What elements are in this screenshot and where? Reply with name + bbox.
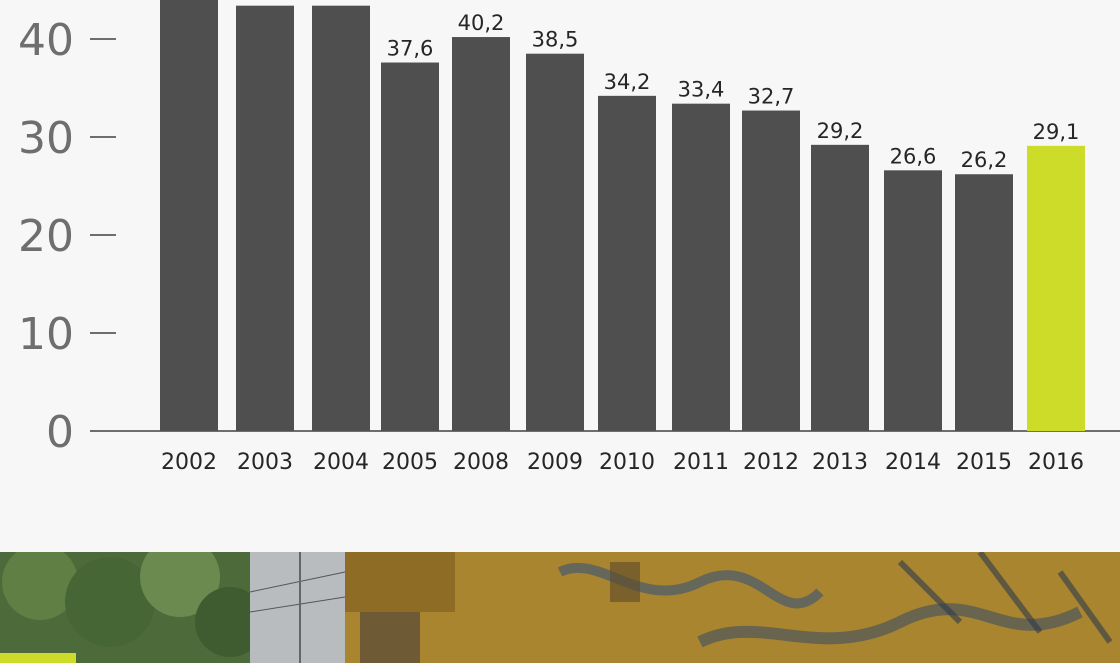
- value-label-2010: 34,2: [604, 70, 651, 94]
- bar-2015: [955, 174, 1013, 432]
- chart-panel: 0 10 20 30 40 37,6 40,2 38,5 34,2 33,4 32,7 29,2 26…: [18, 0, 1120, 475]
- value-label-2016: 29,1: [1033, 120, 1080, 144]
- category-label-2002: 2002: [161, 450, 217, 475]
- category-label-2003: 2003: [237, 450, 293, 475]
- bar-2004: [312, 5, 370, 432]
- bar-2009: [526, 53, 584, 431]
- category-label-2013: 2013: [812, 450, 868, 475]
- value-labels: 37,6 40,2 38,5 34,2 33,4 32,7 29,2 26,6 26,2 29,1: [387, 11, 1080, 172]
- bar-2013: [811, 144, 869, 431]
- bar-2002: [160, 0, 218, 432]
- bar-2005: [381, 62, 439, 432]
- street-photo: [0, 552, 1120, 663]
- category-label-2012: 2012: [743, 450, 799, 475]
- bar-2008: [452, 37, 510, 431]
- category-label-2008: 2008: [453, 450, 509, 475]
- category-label-2005: 2005: [382, 450, 438, 475]
- category-label-2011: 2011: [673, 450, 729, 475]
- category-label-2015: 2015: [956, 450, 1012, 475]
- value-label-2015: 26,2: [961, 148, 1008, 172]
- street-photo-image: [0, 552, 1120, 663]
- y-tick-label: 20: [18, 211, 74, 262]
- category-label-2004: 2004: [313, 450, 369, 475]
- bar-2014: [884, 170, 942, 431]
- value-label-2011: 33,4: [678, 78, 725, 102]
- bar-2011: [672, 103, 730, 432]
- value-label-2008: 40,2: [458, 11, 505, 35]
- value-label-2013: 29,2: [817, 119, 864, 143]
- y-tick-label: 30: [18, 113, 74, 164]
- bar-chart: 0 10 20 30 40 37,6 40,2 38,5 34,2 33,4 32,7 29,2 26…: [18, 0, 1120, 475]
- bar-2016: [1027, 145, 1085, 431]
- category-label-2009: 2009: [527, 450, 583, 475]
- y-tick-label: 40: [18, 15, 74, 66]
- value-label-2009: 38,5: [532, 28, 579, 52]
- category-label-2016: 2016: [1028, 450, 1084, 475]
- y-tick-label: 10: [18, 309, 74, 360]
- bars: [160, 0, 1085, 432]
- value-label-2014: 26,6: [890, 144, 937, 168]
- value-label-2005: 37,6: [387, 37, 434, 61]
- y-tick-label: 0: [46, 407, 74, 458]
- accent-tab: [0, 653, 76, 663]
- x-axis-labels: 2002 2003 2004 2005 2008 2009 2010 2011 2012 2013…: [161, 450, 1084, 475]
- category-label-2010: 2010: [599, 450, 655, 475]
- bar-2003: [236, 5, 294, 432]
- bar-2012: [742, 110, 800, 431]
- y-axis: 0 10 20 30 40: [18, 15, 1120, 458]
- value-label-2012: 32,7: [748, 85, 795, 109]
- bar-2010: [598, 95, 656, 431]
- category-label-2014: 2014: [885, 450, 941, 475]
